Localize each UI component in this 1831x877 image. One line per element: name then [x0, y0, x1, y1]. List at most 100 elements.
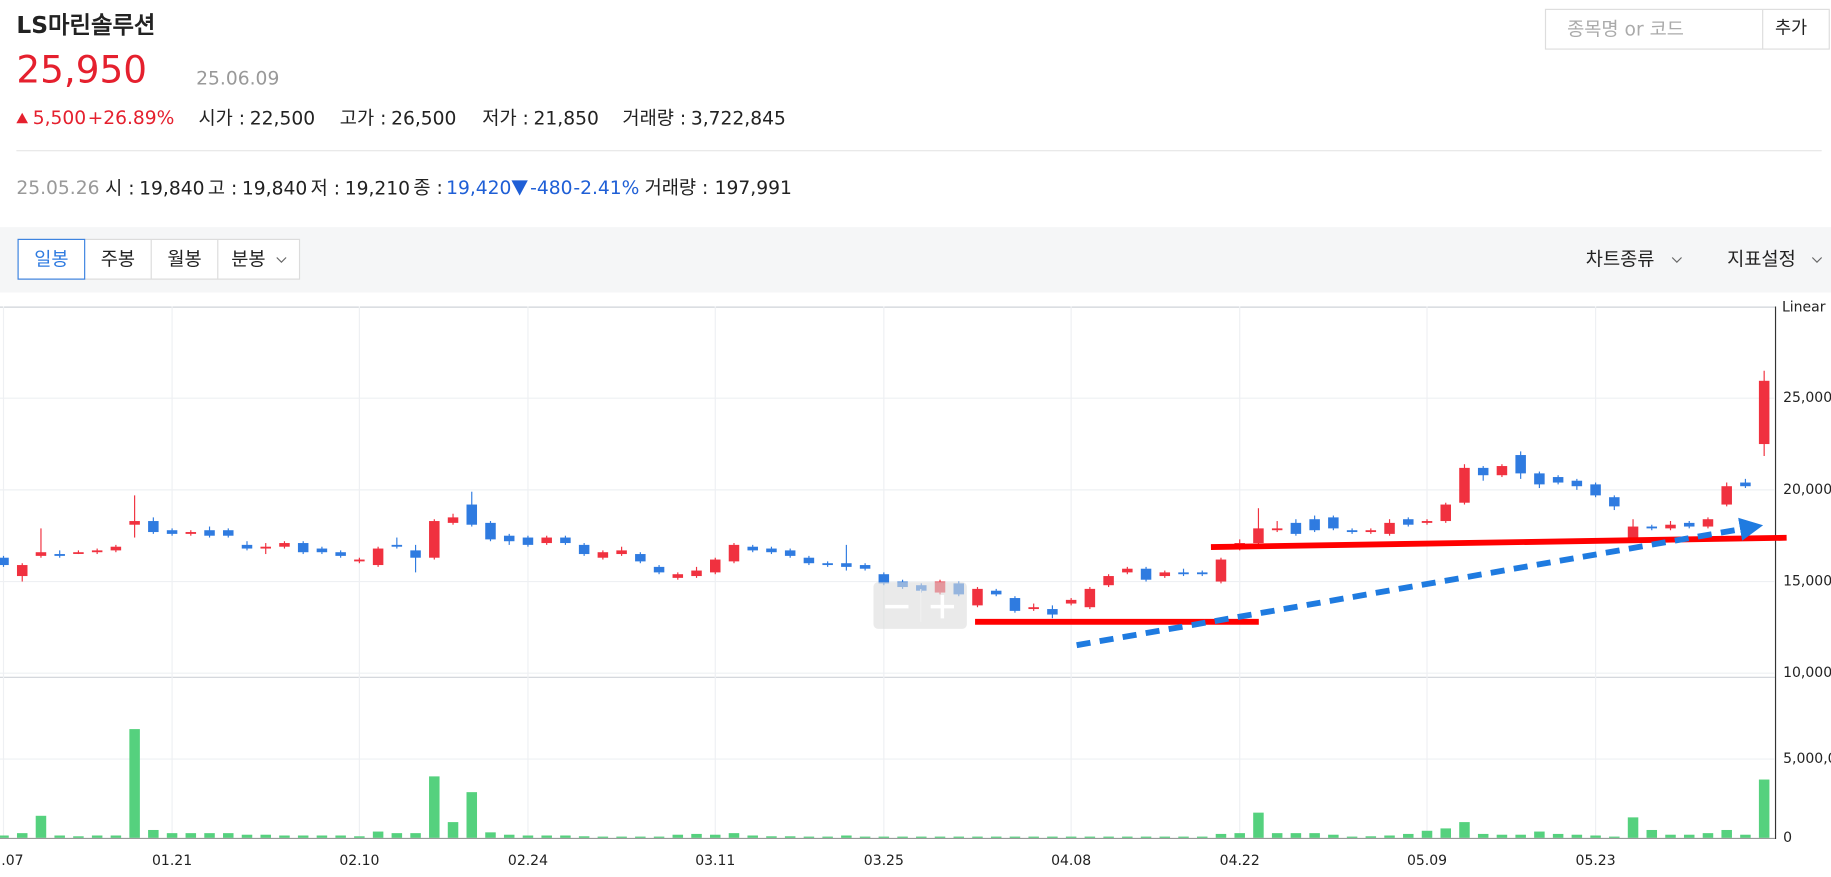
x-tick-label: 05.23	[1576, 853, 1616, 869]
hover-change-pct: -2.41%	[573, 178, 639, 199]
volume-bar	[1253, 812, 1264, 838]
candle-body	[672, 574, 684, 578]
stat-label: 저 :	[311, 178, 340, 199]
search-box[interactable]	[1544, 8, 1830, 50]
tab[interactable]: 주봉	[101, 249, 135, 270]
candle-body	[1346, 530, 1358, 533]
tab[interactable]: 분봉	[231, 249, 265, 270]
volume-bar	[1683, 834, 1695, 838]
candle-body	[391, 544, 403, 547]
x-tick-label: 02.10	[339, 853, 379, 869]
volume-bar	[653, 836, 665, 838]
candle-body	[635, 554, 646, 562]
volume-bar	[1496, 834, 1508, 838]
x-tick-label: 03.25	[864, 853, 904, 869]
scale-label: Linear	[1782, 300, 1826, 316]
volume-bar	[429, 776, 440, 838]
volume-bar	[1122, 836, 1133, 838]
volume-bar	[1028, 836, 1039, 838]
candle-body	[1140, 568, 1152, 580]
x-tick-label: 01.07	[0, 853, 24, 869]
add-button[interactable]: 추가	[1775, 19, 1807, 39]
candle-body	[260, 546, 271, 549]
candle-body	[972, 588, 983, 606]
volume-bar	[766, 836, 777, 838]
stat-label: 시 :	[105, 178, 134, 199]
volume-bar	[1234, 833, 1245, 838]
volume-bar	[241, 834, 253, 838]
hover-stats: 시 :19,840 고 :19,840 저 :19,210	[105, 178, 410, 199]
candle-body	[223, 530, 234, 536]
volume-bar	[1534, 831, 1545, 838]
y-tick-label: 15,000	[1783, 574, 1831, 590]
volume-bar	[691, 833, 702, 838]
volume-bar	[1215, 833, 1227, 838]
volume-bar	[934, 836, 946, 838]
volume-bar	[391, 833, 403, 838]
hover-volume-label: 거래량 :	[645, 178, 709, 199]
volume-bar	[803, 836, 815, 838]
volume-bar	[1515, 834, 1526, 838]
volume-bar	[1196, 836, 1208, 838]
candle-body	[1159, 572, 1171, 577]
chart-type-menu[interactable]: 차트종류	[1586, 249, 1655, 270]
tab[interactable]: 일봉	[34, 249, 68, 270]
plot-area	[0, 370, 1770, 838]
candle-body	[1365, 530, 1377, 533]
candle-body	[429, 521, 440, 558]
candle-body	[1421, 521, 1433, 523]
volume-bar	[841, 835, 852, 838]
volume-bar	[372, 831, 384, 838]
stat: 거래량 :3,722,845	[622, 108, 785, 129]
volume-bar	[1159, 836, 1171, 838]
search-placeholder[interactable]: 종목명 or 코드	[1567, 19, 1684, 40]
volume-bar	[466, 792, 478, 838]
volume-bar	[747, 835, 758, 838]
volume-bar	[1047, 836, 1058, 838]
candle-body	[1740, 482, 1751, 487]
volume-bar	[1103, 836, 1114, 838]
volume-bar	[1346, 836, 1358, 838]
volume-bar	[54, 835, 65, 838]
volume-bar	[990, 836, 1002, 838]
hover-volume: 197,991	[715, 178, 792, 199]
volume-bar	[354, 836, 365, 838]
stat-value: 19,210	[345, 178, 410, 199]
candle-body	[35, 552, 47, 556]
x-tick-label: 02.24	[508, 853, 548, 869]
candle-body	[241, 544, 253, 549]
volume-bar	[1477, 833, 1489, 838]
candle-body	[185, 532, 197, 534]
volume-bar	[522, 835, 534, 838]
volume-bar	[916, 836, 927, 838]
candle-body	[0, 557, 9, 566]
candle-body	[728, 544, 740, 562]
tab[interactable]: 월봉	[167, 249, 201, 270]
volume-bar	[897, 836, 908, 838]
indicator-menu[interactable]: 지표설정	[1727, 249, 1796, 270]
up-triangle	[16, 112, 29, 124]
candle-body	[354, 559, 365, 562]
candle-body	[1646, 526, 1658, 529]
volume-bar	[597, 836, 609, 838]
zoom-in[interactable]	[930, 594, 955, 619]
x-tick-label: 03.11	[695, 853, 735, 869]
tab-selected[interactable]	[17, 238, 86, 280]
stat-label: 거래량 :	[622, 108, 686, 129]
volume-bar	[1140, 836, 1152, 838]
candle-body	[766, 548, 777, 553]
candle-body	[841, 563, 852, 567]
candle-body	[372, 548, 384, 566]
volume-bar	[1571, 834, 1583, 838]
candle-body	[878, 574, 890, 584]
volume-bar	[1403, 833, 1414, 838]
trend-arrow	[1076, 517, 1764, 649]
candle-body	[297, 543, 309, 553]
y-tick-label: 10,000	[1783, 665, 1831, 681]
volume-bar	[166, 833, 178, 838]
candle-body	[335, 552, 346, 556]
candle-body	[1459, 467, 1470, 503]
candle-body	[1496, 466, 1508, 476]
candle-body	[1103, 576, 1114, 586]
stat-label: 저가 :	[482, 108, 529, 129]
